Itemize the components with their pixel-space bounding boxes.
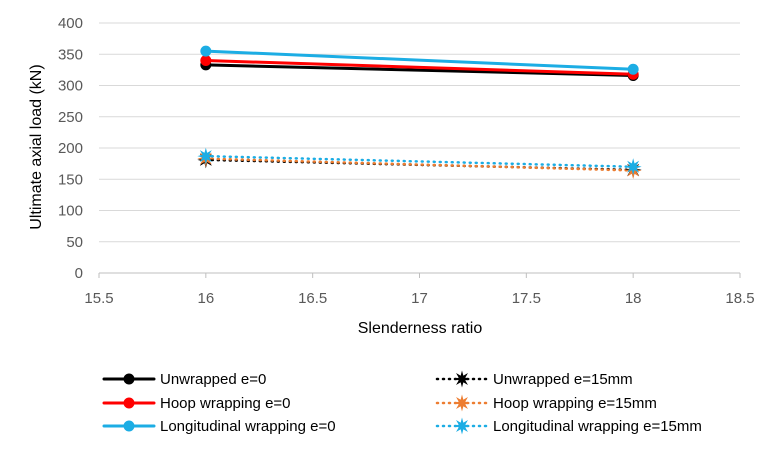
x-tick-label: 18.5 xyxy=(725,290,754,307)
legend-swatch-marker xyxy=(123,373,135,385)
x-tick-label: 16.5 xyxy=(298,290,327,307)
series-line xyxy=(204,59,635,76)
y-tick-label: 350 xyxy=(58,46,83,63)
x-axis-title: Slenderness ratio xyxy=(358,320,483,337)
legend-swatch-marker xyxy=(123,397,135,409)
data-point xyxy=(200,55,212,66)
series-lines xyxy=(204,49,635,172)
legend-label: Hoop wrapping e=15mm xyxy=(493,395,657,412)
x-tick-label: 17 xyxy=(411,290,428,307)
legend: Unwrapped e=0 Unwrapped e=15mm Hoop wrappi… xyxy=(102,370,702,435)
gridlines xyxy=(99,22,740,243)
legend-label: Unwrapped e=15mm xyxy=(493,371,633,388)
series-line xyxy=(204,63,635,77)
y-tick-label: 250 xyxy=(58,109,83,126)
y-tick-label: 150 xyxy=(58,171,83,188)
series-line xyxy=(204,154,635,168)
legend-swatch-marker xyxy=(453,417,471,435)
y-tick-label: 200 xyxy=(58,140,83,157)
data-point xyxy=(200,45,212,57)
legend-swatch-marker xyxy=(123,420,135,432)
series-line xyxy=(204,49,635,71)
y-tick-label: 100 xyxy=(58,203,83,220)
legend-label: Hoop wrapping e=0 xyxy=(160,395,291,412)
legend-label: Longitudinal wrapping e=0 xyxy=(160,418,336,435)
legend-swatch-marker xyxy=(453,394,471,412)
legend-swatch-marker xyxy=(453,370,471,388)
data-point xyxy=(624,158,642,176)
x-tick-label: 16 xyxy=(197,290,214,307)
y-tick-label: 50 xyxy=(66,234,83,251)
axes xyxy=(98,272,741,278)
y-tick-label: 0 xyxy=(75,265,83,282)
tick-labels: 0 50 100 150 200 250 300 350 400 15.5 16 16.5 17 17.5… xyxy=(58,15,755,307)
y-tick-label: 400 xyxy=(58,15,83,32)
series-markers xyxy=(197,45,642,179)
data-point xyxy=(627,63,639,75)
y-axis-title: Ultimate axial load (kN) xyxy=(28,64,45,229)
x-tick-label: 18 xyxy=(625,290,642,307)
series-line xyxy=(204,158,635,172)
x-tick-label: 17.5 xyxy=(512,290,541,307)
series-line xyxy=(204,157,635,172)
y-tick-label: 300 xyxy=(58,78,83,95)
x-tick-label: 15.5 xyxy=(84,290,113,307)
data-point xyxy=(197,147,215,165)
legend-label: Longitudinal wrapping e=15mm xyxy=(493,418,702,435)
legend-label: Unwrapped e=0 xyxy=(160,371,266,388)
